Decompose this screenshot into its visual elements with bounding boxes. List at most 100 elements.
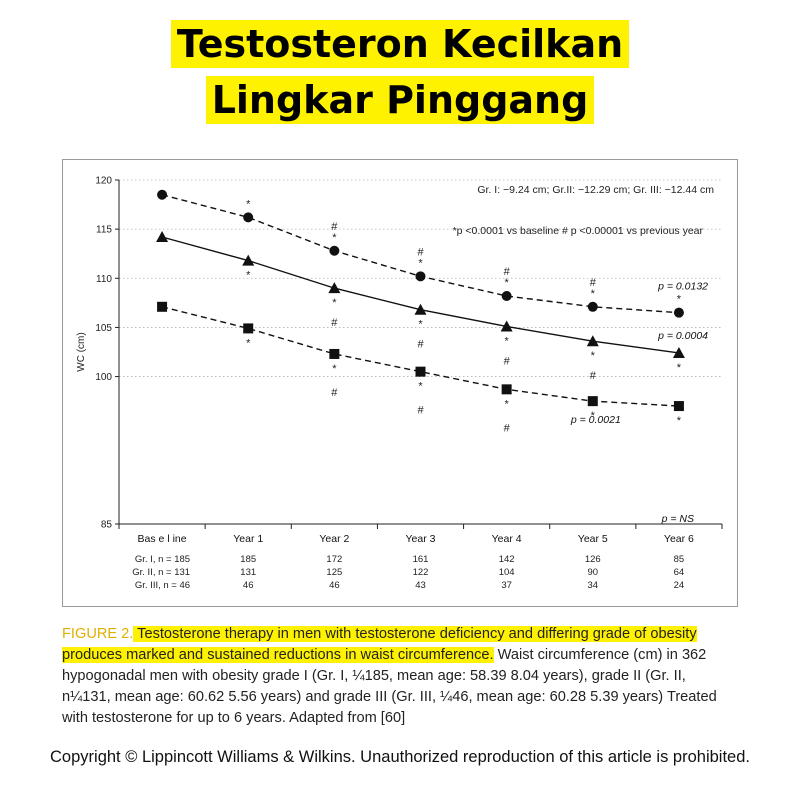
significance-mark: # (417, 339, 424, 351)
data-point-grade3 (415, 366, 426, 377)
n-table-cell: 161 (413, 554, 429, 565)
significance-mark: # (504, 266, 511, 278)
headline: Testosteron Kecilkan Lingkar Pinggang (0, 20, 800, 132)
significance-mark: * (505, 398, 510, 410)
data-point-grade1 (415, 271, 426, 282)
significance-mark: # (504, 422, 511, 434)
significance-mark: * (505, 335, 510, 347)
n-table-cell: 34 (587, 580, 598, 591)
data-point-grade3 (673, 401, 684, 412)
p-value-grade1: p = 0.0132 (657, 281, 708, 293)
data-point-grade2 (672, 346, 685, 358)
p-value-grade2: p = 0.0004 (657, 330, 708, 342)
y-tick-label: 110 (96, 274, 112, 285)
y-tick-label: 105 (95, 323, 112, 334)
significance-mark: # (331, 387, 338, 399)
chart-frame (62, 159, 738, 607)
significance-mark: # (331, 317, 338, 329)
data-point-grade3 (329, 348, 340, 359)
caption-body: Waist circumference (cm) in 362 hypogona… (62, 647, 717, 726)
data-point-grade1 (243, 212, 254, 223)
significance-mark: * (505, 277, 510, 289)
y-axis-label: WC (cm) (76, 332, 87, 371)
n-table-cell: 131 (240, 567, 256, 578)
significance-legend: *p <0.0001 vs baseline # p <0.00001 vs p… (453, 225, 704, 237)
significance-mark: * (677, 294, 682, 306)
x-tick-label: Year 2 (319, 533, 349, 545)
significance-mark: * (591, 410, 596, 422)
n-table-cell: 90 (587, 567, 598, 578)
n-table-cell: 37 (501, 580, 512, 591)
headline-line-1: Testosteron Kecilkan (170, 20, 630, 68)
n-table-cell: 126 (585, 554, 601, 565)
n-table-cell: 172 (326, 554, 342, 565)
x-tick-label: Year 6 (664, 533, 694, 545)
n-table-cell: 122 (413, 567, 429, 578)
change-summary: Gr. I: −9.24 cm; Gr.II: −12.29 cm; Gr. I… (477, 184, 714, 196)
significance-mark: * (246, 337, 251, 349)
significance-mark: * (332, 363, 337, 375)
data-point-grade1 (587, 301, 598, 312)
n-table-cell: 24 (674, 580, 685, 591)
n-table-cell: 185 (240, 554, 256, 565)
x-tick-label: Year 4 (492, 533, 522, 545)
significance-mark: # (331, 221, 338, 233)
x-tick-label: Year 5 (578, 533, 608, 545)
headline-line-2: Lingkar Pinggang (205, 76, 595, 124)
significance-mark: * (418, 319, 423, 331)
data-point-grade2 (156, 231, 169, 243)
significance-mark: # (590, 277, 597, 289)
significance-mark: # (417, 405, 424, 417)
copyright-notice: Copyright © Lippincott Williams & Wilkin… (50, 748, 750, 766)
significance-mark: * (677, 415, 682, 427)
data-point-grade2 (328, 282, 341, 294)
n-table-cell: 85 (674, 554, 685, 565)
significance-mark: # (417, 246, 424, 258)
significance-mark: * (677, 362, 682, 374)
significance-mark: # (504, 355, 511, 367)
significance-mark: * (418, 257, 423, 269)
significance-mark: * (591, 350, 596, 362)
x-tick-label: Year 3 (406, 533, 436, 545)
data-point-grade3 (157, 301, 168, 312)
n-table-cell: 46 (329, 580, 340, 591)
figure-label: FIGURE 2. (62, 626, 134, 642)
waist-circumference-chart: 85 100 105 110 115 120 WC (cm) Bas e l ine Year … (76, 176, 723, 591)
n-table-cell: 104 (499, 567, 515, 578)
p-value-grade3-year5: p = 0.0021 (570, 414, 621, 426)
significance-mark: * (418, 381, 423, 393)
data-point-grade3 (501, 384, 512, 395)
n-table-cell: 142 (499, 554, 515, 565)
significance-mark: * (591, 288, 596, 300)
x-tick-label: Bas e l ine (138, 533, 187, 545)
n-table-label: Gr. III, n = 46 (135, 580, 190, 591)
significance-mark: * (246, 270, 251, 282)
y-tick-label: 85 (101, 520, 113, 531)
y-tick-label: 100 (95, 372, 112, 383)
y-tick-label: 115 (96, 225, 112, 236)
data-point-grade3 (243, 323, 254, 334)
n-table-cell: 64 (674, 567, 685, 578)
data-point-grade1 (501, 290, 512, 301)
figure-caption: FIGURE 2. Testosterone therapy in men wi… (62, 624, 738, 729)
significance-mark: * (246, 198, 251, 210)
p-value-grade3: p = NS (661, 513, 694, 525)
data-point-grade2 (500, 320, 513, 332)
data-point-grade2 (242, 254, 255, 266)
n-table-label: Gr. II, n = 131 (132, 567, 190, 578)
data-point-grade3 (587, 396, 598, 407)
x-tick-label: Year 1 (233, 533, 263, 545)
n-table-cell: 46 (243, 580, 254, 591)
data-point-grade1 (157, 189, 168, 200)
n-table-cell: 125 (326, 567, 342, 578)
data-point-grade1 (329, 245, 340, 256)
data-point-grade1 (673, 307, 684, 318)
data-point-grade2 (586, 335, 599, 347)
significance-mark: * (332, 297, 337, 309)
y-tick-label: 120 (95, 176, 112, 187)
significance-mark: # (590, 370, 597, 382)
n-table-label: Gr. I, n = 185 (135, 554, 190, 565)
significance-mark: * (332, 232, 337, 244)
data-point-grade2 (414, 303, 427, 315)
n-table-cell: 43 (415, 580, 426, 591)
